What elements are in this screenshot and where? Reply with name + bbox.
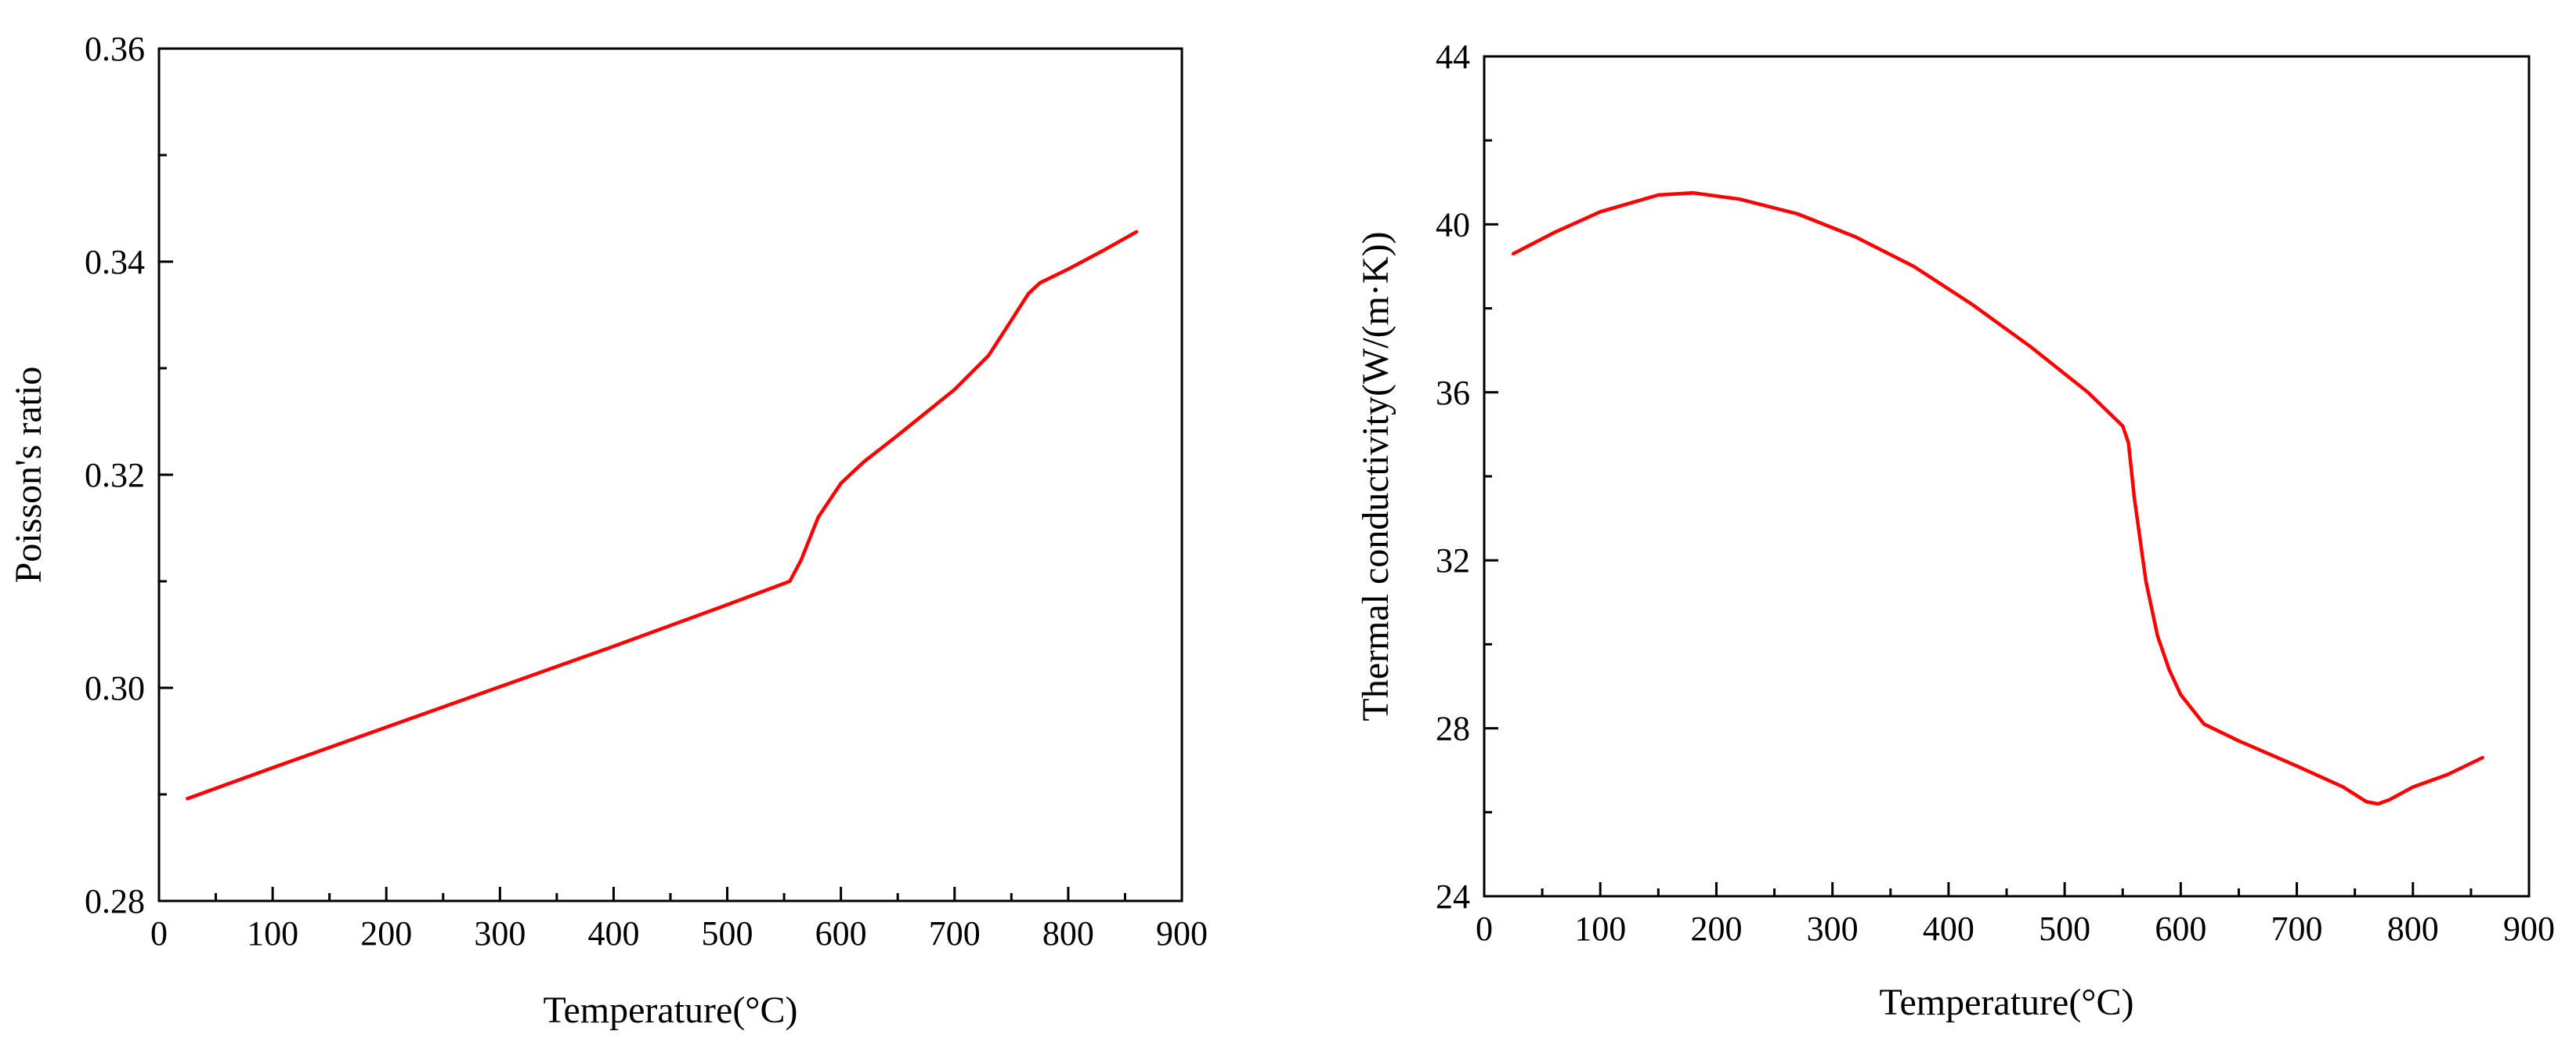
series-line [1511, 190, 2484, 806]
x-tick-label: 400 [1923, 910, 1974, 948]
y-tick-label: 32 [1436, 541, 1470, 580]
x-axis-label: Temperature(°C) [1879, 982, 2133, 1023]
x-tick-label: 900 [2503, 910, 2555, 948]
x-tick-label: 800 [2387, 910, 2439, 948]
series-line [186, 230, 1139, 801]
x-tick-label: 800 [1042, 914, 1094, 953]
x-tick-label: 700 [929, 914, 981, 953]
x-tick-label: 0 [150, 914, 168, 953]
y-tick-label: 0.28 [85, 882, 145, 921]
x-tick-label: 900 [1156, 914, 1208, 953]
y-tick-label: 36 [1436, 374, 1470, 412]
x-tick-label: 200 [360, 914, 412, 953]
chart-thermal-conductivity: 0 100 200 300 400 500 600 700 800 900 24 28 32 36 40 44… [1355, 38, 2555, 1023]
y-tick-label: 24 [1436, 877, 1470, 916]
x-tick-label: 200 [1690, 910, 1742, 948]
y-tick-label: 0.32 [85, 456, 145, 494]
plot-frame [1483, 55, 2531, 898]
x-tick-label: 100 [1574, 910, 1626, 948]
x-tick-label: 500 [2039, 910, 2090, 948]
x-tick-label: 300 [474, 914, 526, 953]
x-tick-label: 600 [815, 914, 867, 953]
x-tick-label: 0 [1476, 910, 1493, 948]
y-tick-label: 0.36 [85, 30, 145, 68]
y-tick-label: 44 [1436, 38, 1470, 76]
y-tick-label: 40 [1436, 205, 1470, 244]
x-tick-label: 700 [2271, 910, 2323, 948]
y-axis-label: Thermal conductivity(W/(m·K)) [1355, 231, 1396, 721]
x-tick-label: 600 [2155, 910, 2206, 948]
x-tick-label: 100 [247, 914, 298, 953]
x-tick-label: 400 [587, 914, 639, 953]
x-tick-label: 500 [702, 914, 753, 953]
plot-frame [157, 47, 1183, 903]
y-tick-label: 0.34 [85, 243, 145, 281]
x-tick-label: 300 [1807, 910, 1859, 948]
y-tick-label: 0.30 [85, 669, 145, 707]
y-tick-label: 28 [1436, 710, 1470, 748]
x-axis-label: Temperature(°C) [543, 989, 797, 1031]
chart-poissons-ratio: 0 100 200 300 400 500 600 700 800 900 0.28 0.30 0.32… [8, 30, 1208, 1031]
y-axis-label: Poisson's ratio [8, 367, 49, 584]
